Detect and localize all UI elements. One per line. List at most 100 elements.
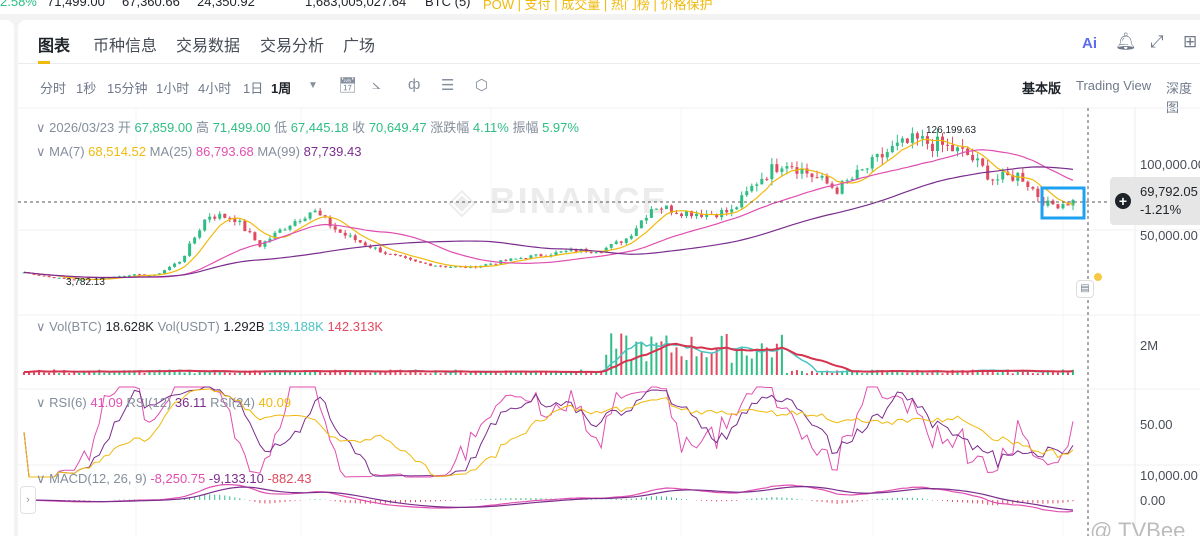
rsi24-label: RSI(24)	[210, 395, 255, 410]
candle-body	[173, 263, 177, 267]
volume-bar	[570, 372, 573, 375]
volume-bar	[158, 369, 161, 375]
interval-timeline[interactable]: 分时	[40, 81, 67, 96]
rsi12-value: 36.11	[174, 395, 207, 410]
candle-body	[900, 138, 904, 143]
candle-body	[539, 254, 543, 257]
rsi24-line	[23, 388, 1074, 478]
expand-panel-button[interactable]: ›	[20, 486, 36, 514]
grid-icon[interactable]: ⊞	[1183, 32, 1198, 51]
close-label: 收	[352, 120, 366, 135]
candle-body	[715, 214, 719, 218]
volume-bar	[1006, 369, 1009, 375]
volume-bar	[841, 371, 844, 375]
line-chart-icon[interactable]: ⦣	[372, 76, 381, 93]
candle-body	[875, 154, 879, 158]
volume-bar	[921, 370, 924, 375]
bell-icon[interactable]: 🔔︎	[1115, 32, 1137, 51]
candle-body	[915, 133, 919, 139]
collapse-icon[interactable]: ∨	[36, 319, 46, 334]
candle-body	[509, 258, 513, 261]
volume-bar	[705, 357, 708, 375]
tab-square[interactable]: 广场	[343, 38, 376, 55]
volume-bar	[851, 369, 854, 375]
volume-bar	[464, 373, 467, 375]
candle-body	[745, 191, 749, 196]
calendar-event-icon[interactable]: ▤	[1076, 280, 1094, 298]
collapse-icon[interactable]: ∨	[36, 395, 46, 410]
chart-canvas[interactable]	[18, 20, 1200, 536]
add-alert-icon[interactable]: +	[1115, 193, 1131, 209]
volume-bar	[645, 361, 648, 375]
interval-4h[interactable]: 4小时	[198, 81, 232, 96]
candle-body	[137, 274, 141, 276]
tab-chart[interactable]: 图表	[38, 38, 71, 55]
candle-body	[193, 237, 197, 244]
volume-bar	[339, 371, 342, 375]
volume-bar	[650, 336, 653, 375]
volume-bar	[138, 370, 141, 375]
candle-body	[42, 275, 46, 277]
candle-body	[910, 133, 914, 143]
ma7-value: 68,514.52	[88, 144, 146, 159]
volume-bar	[163, 370, 166, 375]
volume-bar	[153, 372, 156, 375]
candle-body	[524, 258, 528, 260]
vol-ma2-value: 142.313K	[327, 319, 384, 334]
collapse-icon[interactable]: ∨	[36, 144, 46, 159]
volume-bar	[364, 371, 367, 375]
candlestick-icon[interactable]: ф	[408, 76, 421, 93]
interval-1d[interactable]: 1日	[243, 81, 264, 96]
ai-icon[interactable]: Ai	[1082, 35, 1097, 52]
current-change: -1.21%	[1140, 202, 1182, 217]
volume-bar	[28, 371, 31, 375]
tab-trade-analysis[interactable]: 交易分析	[260, 38, 325, 55]
view-basic[interactable]: 基本版	[1022, 81, 1062, 96]
ticker-low: 67,360.66	[122, 0, 180, 9]
axis-macd-top: 10,000.00	[1140, 468, 1198, 483]
settings-hex-icon[interactable]: ⬡	[475, 77, 489, 94]
candle-body	[283, 229, 287, 231]
volume-bar	[33, 370, 36, 375]
candle-body	[378, 247, 382, 253]
close-value: 70,649.47	[368, 120, 427, 135]
volume-bar	[926, 372, 929, 375]
ohlc-row: ∨ 2026/03/23 开 67,859.00 高 71,499.00 低 6…	[36, 117, 579, 136]
volume-bar	[439, 373, 442, 375]
tab-trade-data[interactable]: 交易数据	[176, 38, 241, 55]
volume-bar	[58, 373, 61, 375]
candle-body	[690, 210, 694, 217]
tab-coin-info[interactable]: 币种信息	[93, 38, 158, 55]
volume-bar	[23, 371, 25, 375]
indicator-icon[interactable]: ☰	[441, 77, 455, 94]
calendar-icon[interactable]: 📅︎	[338, 77, 358, 94]
volume-bar	[273, 369, 276, 375]
collapse-icon[interactable]: ∨	[36, 471, 46, 486]
volume-bar	[610, 333, 613, 375]
interval-15m[interactable]: 15分钟	[107, 81, 148, 96]
volume-bar	[294, 371, 297, 375]
volume-bar	[680, 356, 683, 375]
candle-body	[383, 252, 387, 254]
candle-body	[981, 158, 985, 166]
ticker-links[interactable]: POW | 支付 | 成交量 | 热门榜 | 价格保护	[483, 0, 713, 12]
view-tradingview[interactable]: Trading View	[1076, 78, 1152, 93]
interval-1s[interactable]: 1秒	[76, 81, 97, 96]
expand-icon[interactable]: ⤢	[1150, 32, 1164, 51]
candle-body	[951, 145, 955, 152]
volume-bar	[78, 372, 81, 375]
volume-bar	[449, 372, 452, 375]
volume-bar	[811, 370, 814, 375]
interval-dropdown-icon[interactable]: ▼	[308, 80, 318, 91]
volume-bar	[775, 343, 778, 375]
volume-bar	[826, 370, 829, 375]
low-label: 低	[274, 120, 288, 135]
interval-1h[interactable]: 1小时	[156, 81, 190, 96]
collapse-icon[interactable]: ∨	[36, 120, 46, 135]
candle-body	[820, 175, 824, 178]
axis-macd-zero: 0.00	[1140, 493, 1166, 508]
interval-1w[interactable]: 1周	[271, 81, 292, 96]
candle-body	[800, 168, 804, 174]
volume-bar	[1036, 373, 1039, 375]
ticker-high: 71,499.00	[47, 0, 105, 9]
